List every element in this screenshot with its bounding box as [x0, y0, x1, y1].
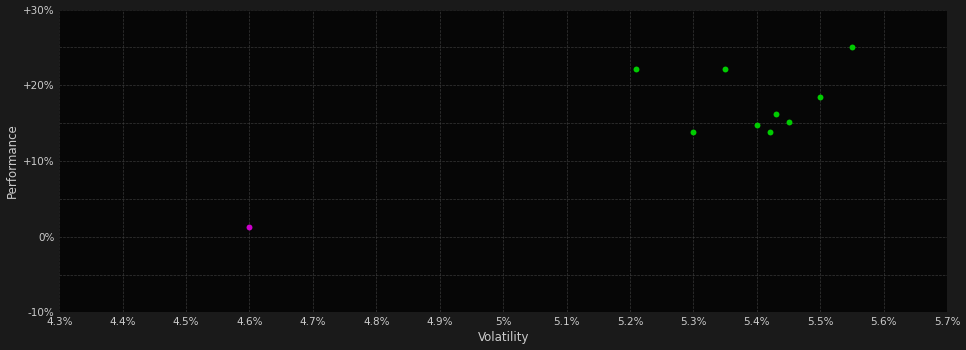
Point — [629, 66, 644, 71]
Point — [718, 66, 733, 71]
Y-axis label: Performance: Performance — [6, 124, 18, 198]
Point — [242, 224, 257, 230]
Point — [812, 94, 828, 99]
Point — [844, 44, 860, 50]
Point — [750, 122, 765, 127]
Point — [686, 130, 701, 135]
Point — [762, 130, 778, 135]
Point — [781, 119, 796, 124]
X-axis label: Volatility: Volatility — [477, 331, 529, 344]
Point — [768, 111, 783, 117]
